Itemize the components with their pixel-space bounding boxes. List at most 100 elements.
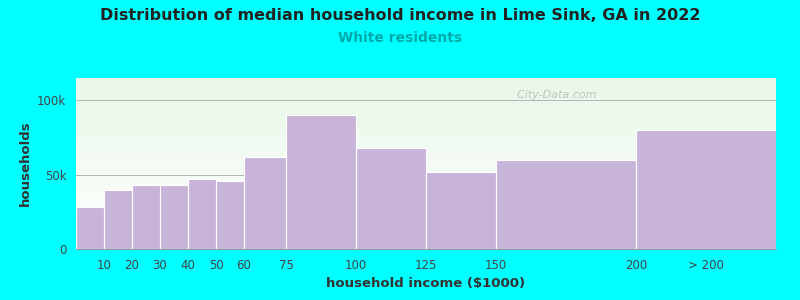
Bar [76,101,776,102]
Bar [76,132,776,133]
Bar [76,108,776,109]
Bar [76,189,776,190]
Bar [76,239,776,240]
Bar [76,184,776,185]
Bar [76,202,776,203]
Bar [76,162,776,164]
Bar [76,194,776,195]
Bar [76,243,776,244]
Bar [76,89,776,91]
Bar [76,182,776,183]
Bar [76,110,776,111]
Bar [76,161,776,162]
Bar [76,143,776,144]
Bar [76,240,776,241]
Bar [76,188,776,189]
Bar [76,157,776,158]
Bar [76,117,776,118]
Bar [76,158,776,159]
Bar [76,96,776,98]
Bar [76,113,776,115]
Bar [76,115,776,116]
Bar [76,79,776,80]
Bar [76,247,776,248]
Bar [76,166,776,167]
Bar [76,119,776,120]
Bar [76,167,776,168]
Bar [76,81,776,83]
Bar [76,135,776,136]
Bar [76,116,776,117]
Bar [76,241,776,242]
Bar [76,209,776,210]
Bar [76,138,776,140]
Bar [76,98,776,100]
Bar [76,169,776,170]
Bar [76,186,776,188]
Bar [76,233,776,234]
Bar [76,112,776,113]
Bar [76,193,776,194]
Bar [76,104,776,105]
Bar [76,220,776,222]
Bar [76,232,776,233]
Bar [76,207,104,249]
Bar [76,242,776,243]
Bar [76,192,776,193]
Bar [76,227,776,229]
Bar [76,179,776,181]
Bar [76,248,776,249]
Y-axis label: households: households [18,121,31,206]
Bar [76,133,776,134]
Bar [76,85,776,86]
Bar [76,181,776,182]
Bar [76,206,776,207]
Bar [76,150,776,151]
Bar [76,106,776,108]
Bar [76,128,776,129]
Bar [76,183,776,184]
Bar [76,207,776,208]
Bar [76,172,776,174]
Bar [104,190,132,249]
Bar [76,159,776,160]
Bar [76,145,776,146]
Bar [76,126,776,127]
Bar [76,111,776,112]
Bar [76,86,776,87]
Bar [76,226,776,227]
Bar [76,168,776,169]
Bar [76,176,776,177]
Bar [244,157,286,249]
Bar [76,175,776,176]
Bar [76,218,776,219]
Bar [76,121,776,122]
Bar [76,191,776,192]
Bar [76,164,776,165]
Bar [76,235,776,236]
Bar [76,244,776,246]
Bar [76,105,776,106]
Bar [76,174,776,175]
Bar [286,115,356,249]
Bar [76,93,776,94]
Bar [76,170,776,172]
Bar [76,196,776,198]
Bar [76,160,776,161]
Text: White residents: White residents [338,32,462,46]
Bar [76,231,776,232]
Bar [76,190,776,191]
Bar [76,120,776,121]
Bar [76,229,776,230]
Bar [76,212,776,214]
X-axis label: household income ($1000): household income ($1000) [326,277,526,290]
Bar [76,100,776,101]
Bar [76,137,776,138]
Bar [76,153,776,154]
Bar [76,109,776,110]
Bar [76,195,776,196]
Bar [76,84,776,85]
Bar [76,234,776,235]
Bar [76,222,776,223]
Bar [76,134,776,135]
